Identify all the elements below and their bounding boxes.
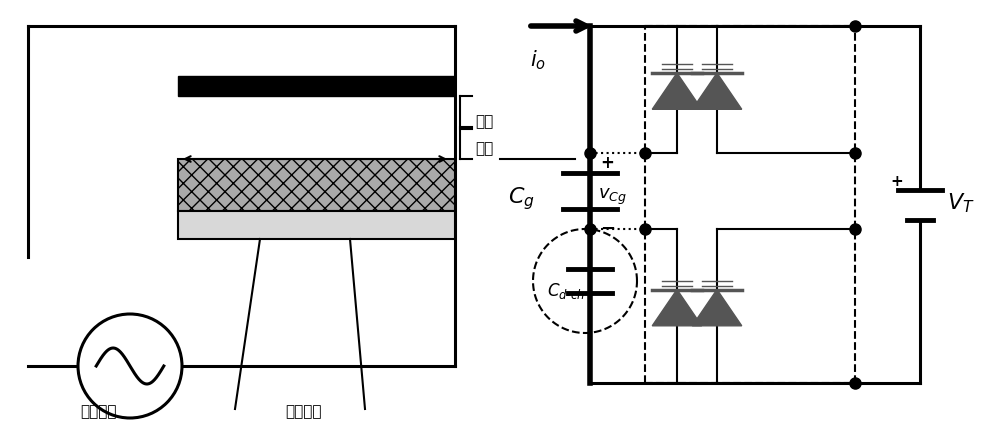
Text: 气隙: 气隙 <box>475 141 493 156</box>
Text: −: − <box>600 220 615 238</box>
Polygon shape <box>692 290 742 326</box>
Polygon shape <box>652 73 702 109</box>
Text: +: + <box>600 154 614 172</box>
Text: $V_T$: $V_T$ <box>947 192 975 215</box>
Text: $C_{d\text{-}ch}$: $C_{d\text{-}ch}$ <box>547 281 585 301</box>
Text: 放电: 放电 <box>475 114 493 129</box>
Polygon shape <box>692 73 742 109</box>
Bar <box>178 211 455 239</box>
Text: $i_o$: $i_o$ <box>530 48 546 72</box>
Bar <box>178 159 455 211</box>
Text: 绝缘介质: 绝缘介质 <box>285 404 322 419</box>
Text: 有效面积: 有效面积 <box>80 404 117 419</box>
Polygon shape <box>652 290 702 326</box>
Bar <box>178 76 455 96</box>
Text: +: + <box>890 173 903 189</box>
Text: $C_g$: $C_g$ <box>508 185 535 212</box>
Text: $v_{Cg}$: $v_{Cg}$ <box>598 187 627 207</box>
